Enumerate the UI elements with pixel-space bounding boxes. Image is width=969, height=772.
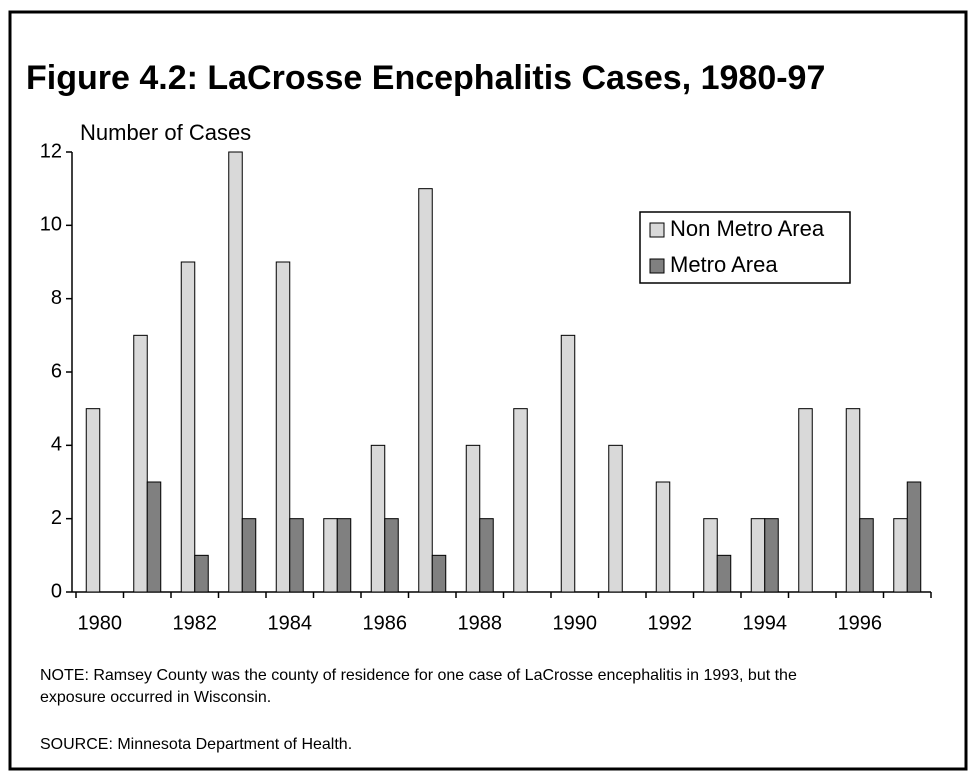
bar xyxy=(703,518,718,593)
bar xyxy=(479,518,494,593)
y-tick-label: 8 xyxy=(51,287,62,309)
bar xyxy=(133,334,148,593)
bar xyxy=(180,261,196,593)
x-tick-label: 1996 xyxy=(838,612,883,634)
bar xyxy=(431,554,447,593)
y-tick-label: 12 xyxy=(40,140,62,162)
bar xyxy=(289,518,304,593)
note: NOTE: Ramsey County was the county of re… xyxy=(40,667,797,684)
bar xyxy=(513,408,528,593)
bar xyxy=(146,481,162,593)
x-tick-label: 1994 xyxy=(743,612,788,634)
bar xyxy=(228,151,243,593)
bar xyxy=(906,481,922,593)
x-tick-label: 1982 xyxy=(173,612,218,634)
y-tick-label: 4 xyxy=(51,434,62,456)
bar xyxy=(764,518,779,593)
y-tick-label: 2 xyxy=(51,507,62,529)
legend-swatch xyxy=(649,222,665,238)
legend-label: Metro Area xyxy=(670,252,778,277)
note: exposure occurred in Wisconsin. xyxy=(40,689,271,706)
y-tick-label: 10 xyxy=(40,214,62,236)
bar xyxy=(465,444,481,593)
bar xyxy=(608,444,623,593)
bar xyxy=(716,554,732,593)
bar xyxy=(275,261,291,593)
legend-label: Non Metro Area xyxy=(670,216,825,241)
legend-swatch xyxy=(649,258,665,274)
bar xyxy=(336,518,352,593)
bar xyxy=(845,408,861,593)
bar xyxy=(241,518,257,593)
source: SOURCE: Minnesota Department of Health. xyxy=(40,736,352,753)
x-tick-label: 1986 xyxy=(363,612,408,634)
bar xyxy=(560,334,576,593)
y-tick-label: 6 xyxy=(51,360,62,382)
bar xyxy=(323,518,338,593)
x-tick-label: 1990 xyxy=(553,612,598,634)
legend-box xyxy=(639,211,851,284)
y-tick-label: 0 xyxy=(51,580,62,602)
bar xyxy=(85,408,101,593)
bar xyxy=(798,408,813,593)
bar xyxy=(655,481,671,593)
y-axis-label: Number of Cases xyxy=(80,120,251,145)
bar xyxy=(384,518,399,593)
x-tick-label: 1988 xyxy=(458,612,503,634)
bar xyxy=(418,188,433,593)
chart-title: Figure 4.2: LaCrosse Encephalitis Cases,… xyxy=(26,59,825,97)
bar xyxy=(750,518,766,593)
x-tick-label: 1992 xyxy=(648,612,693,634)
bar xyxy=(370,444,386,593)
bar xyxy=(859,518,874,593)
bar xyxy=(194,554,209,593)
x-tick-label: 1980 xyxy=(78,612,123,634)
x-tick-label: 1984 xyxy=(268,612,313,634)
bar xyxy=(893,518,908,593)
frame xyxy=(8,10,968,771)
